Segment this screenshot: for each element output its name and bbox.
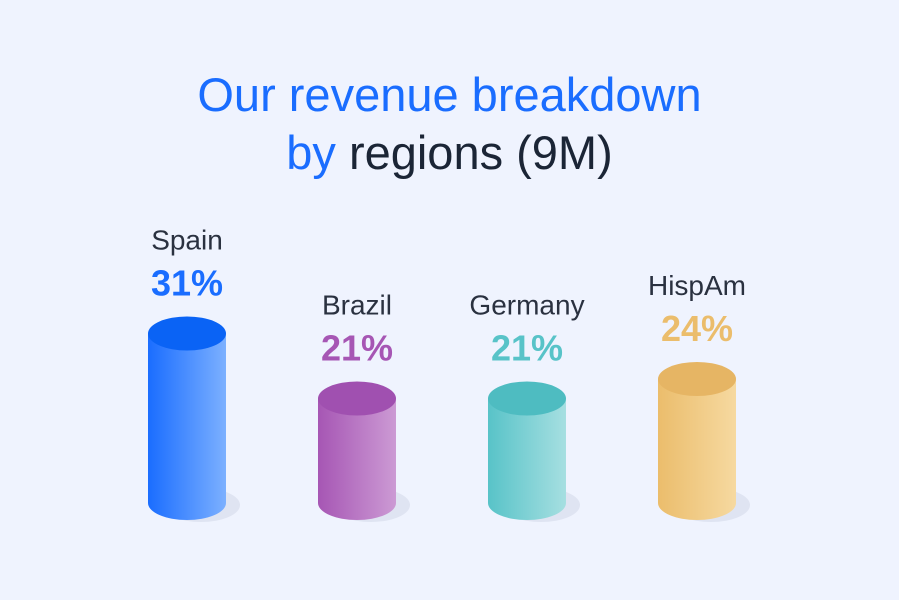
- bar-brazil: 21% Brazil: [318, 290, 410, 522]
- data-label: 24%: [661, 308, 733, 349]
- bar-body: [658, 379, 736, 520]
- category-label: Spain: [151, 225, 223, 256]
- bar-germany: 21% Germany: [469, 290, 585, 522]
- title-line-1: Our revenue breakdown: [197, 68, 702, 121]
- bar-top: [318, 381, 396, 416]
- category-label: Brazil: [322, 290, 392, 321]
- title-line-2: regions (9M): [348, 126, 613, 179]
- bar-body: [148, 333, 226, 520]
- bar-hispam: 24% HispAm: [648, 270, 750, 522]
- bar-spain: 31% Spain: [148, 225, 240, 522]
- chart-title: Our revenue breakdown by regions (9M): [0, 66, 899, 182]
- data-label: 21%: [491, 328, 563, 369]
- bar-top: [148, 316, 226, 351]
- category-label: HispAm: [648, 270, 746, 301]
- bar-body: [488, 398, 566, 520]
- data-label: 21%: [321, 328, 393, 369]
- title-by: by: [286, 126, 336, 179]
- bar-body: [318, 398, 396, 520]
- bar-top: [488, 381, 566, 416]
- data-label: 31%: [151, 263, 223, 304]
- category-label: Germany: [469, 290, 584, 321]
- bar-top: [658, 362, 736, 396]
